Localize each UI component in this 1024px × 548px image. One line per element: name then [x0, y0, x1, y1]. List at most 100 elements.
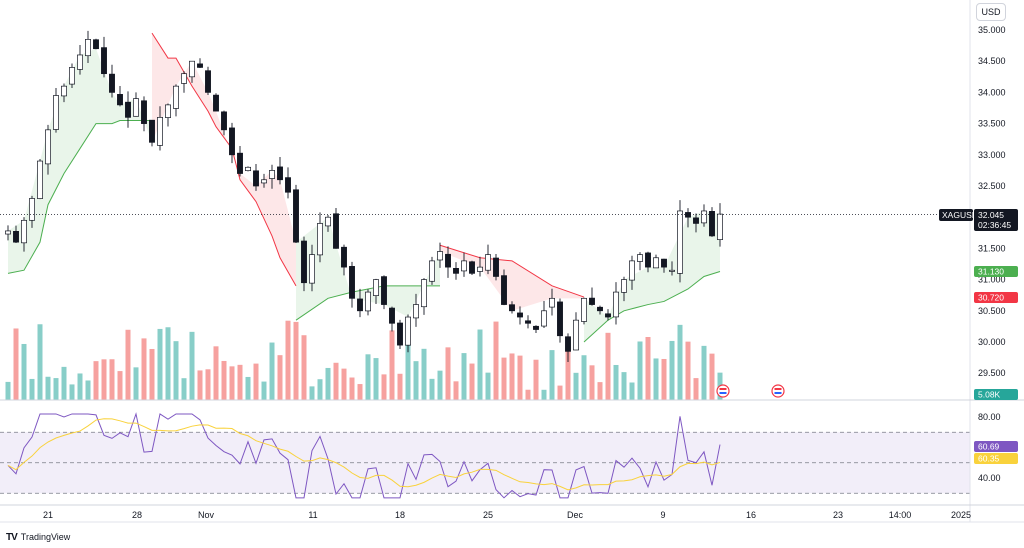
candle-body: [573, 319, 579, 351]
time-tick-label: 25: [483, 510, 493, 520]
volume-bar: [573, 372, 579, 400]
candle: [85, 30, 91, 64]
volume-bar: [517, 355, 523, 400]
volume-bar: [373, 358, 379, 400]
time-axis[interactable]: 21 28 Nov 11 18 25 Dec 9 16 23 14:00 2025: [43, 510, 971, 520]
tradingview-brand[interactable]: TV TradingView: [6, 530, 70, 544]
candle-body: [525, 320, 531, 324]
candle-body: [165, 104, 171, 118]
candle: [5, 225, 11, 241]
volume-bar: [445, 347, 451, 400]
volume-bar: [685, 341, 691, 400]
volume-bar: [381, 374, 387, 400]
volume-bar: [21, 343, 27, 400]
candle-body: [309, 254, 315, 284]
rsi-line: [7, 412, 721, 499]
candle-body: [21, 219, 27, 244]
volume-bar: [709, 353, 715, 400]
time-tick-label: 21: [43, 510, 53, 520]
candle: [525, 315, 531, 329]
candle: [149, 119, 155, 147]
volume-bar: [293, 321, 299, 400]
candle: [93, 38, 99, 50]
candle: [701, 204, 707, 227]
volume-bar: [181, 378, 187, 400]
volume-bar: [621, 372, 627, 400]
candle: [709, 207, 715, 237]
us-flag-event-icon[interactable]: [716, 384, 730, 398]
candle: [45, 124, 51, 175]
supertrend-up-line: [7, 119, 152, 274]
volume-bar: [453, 381, 459, 400]
volume-bar: [37, 324, 43, 400]
price-tick-label: 31.000: [978, 275, 1006, 285]
candle: [453, 262, 459, 280]
candle: [37, 159, 43, 200]
candle-body: [61, 85, 67, 97]
candle: [29, 195, 35, 228]
economic-events[interactable]: [716, 384, 785, 398]
volume-bar: [701, 345, 707, 400]
volume-bar: [493, 321, 499, 400]
volume-bar: [325, 367, 331, 400]
us-flag-event-icon[interactable]: [771, 384, 785, 398]
candle: [309, 244, 315, 292]
candle: [109, 64, 115, 98]
candle-body: [629, 260, 635, 281]
candle-body: [373, 279, 379, 296]
candle: [677, 200, 683, 283]
volume-bar: [693, 378, 699, 400]
candle: [285, 167, 291, 199]
supertrend-down-line: [151, 32, 297, 287]
candle-body: [605, 313, 611, 318]
candle: [229, 122, 235, 164]
candle-body: [661, 258, 667, 268]
volume-bar: [557, 385, 563, 400]
candle-body: [653, 257, 659, 269]
candle-body: [477, 266, 483, 272]
candle-body: [557, 301, 563, 337]
candle: [69, 63, 75, 89]
candle: [333, 207, 339, 249]
price-tick-label: 33.000: [978, 150, 1006, 160]
currency-button[interactable]: USD: [976, 3, 1006, 21]
volume-badge-text: 5.08K: [978, 390, 1001, 400]
supertrend-up-badge-bg: [974, 266, 1018, 277]
candle-body: [501, 275, 507, 305]
candle: [493, 254, 499, 281]
volume-bar: [637, 341, 643, 400]
candle-body: [517, 312, 523, 318]
candle: [517, 306, 523, 325]
candle-body: [429, 260, 435, 282]
candle: [213, 93, 219, 112]
candle-body: [389, 307, 395, 324]
candle-body: [469, 261, 475, 274]
candle: [133, 92, 139, 117]
volume-bar: [525, 389, 531, 400]
candle-body: [293, 189, 299, 243]
tradingview-logo-icon: TV: [6, 531, 18, 543]
volume-bar: [605, 332, 611, 400]
candle-body: [253, 170, 259, 187]
volume-bar: [85, 380, 91, 400]
candle: [205, 66, 211, 95]
candle-body: [237, 152, 243, 174]
volume-badge: 5.08K: [974, 389, 1018, 400]
volume-bar: [5, 381, 11, 400]
candle: [325, 214, 331, 232]
candle: [389, 306, 395, 332]
candle-body: [461, 260, 467, 272]
candle-body: [277, 166, 283, 181]
candle: [261, 173, 267, 188]
candle-body: [261, 179, 267, 184]
volume-bar: [301, 335, 307, 400]
candle-body: [133, 98, 139, 117]
time-tick-label: Nov: [198, 510, 215, 520]
time-tick-label: 18: [395, 510, 405, 520]
rsi-tick-label: 40.00: [978, 473, 1001, 483]
rsi-ma-badge-bg: [974, 453, 1018, 464]
candle-body: [589, 297, 595, 305]
candle-body: [549, 297, 555, 308]
